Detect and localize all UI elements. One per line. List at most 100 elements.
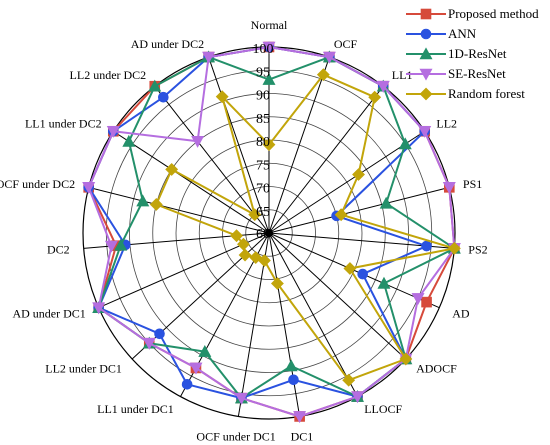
data-point <box>189 362 203 375</box>
legend-swatch <box>406 68 446 81</box>
legend-item: 1D-ResNet <box>404 44 548 64</box>
data-point <box>149 198 163 211</box>
data-point <box>352 168 365 181</box>
data-point <box>421 240 432 252</box>
r-tick-label: 90 <box>256 89 270 104</box>
grid-spoke <box>154 85 270 234</box>
data-point <box>148 79 162 92</box>
data-point <box>447 241 461 255</box>
data-point <box>262 72 276 85</box>
data-point <box>316 68 330 82</box>
grid-spoke <box>268 186 450 234</box>
category-label: AD <box>452 306 470 320</box>
data-point <box>293 411 307 424</box>
category-label: OCF under DC2 <box>0 177 75 191</box>
data-point <box>398 137 412 150</box>
data-point <box>202 51 216 64</box>
radar-labels: 65 70 75 80 85 90 95 100 60 Normal OCF LL1 LL2 PS1 PS2… <box>0 18 488 443</box>
r-tick-label: 80 <box>256 135 270 150</box>
data-point <box>442 182 456 194</box>
grid-spoke <box>268 232 358 397</box>
data-point <box>379 196 393 209</box>
r-tick-label: 95 <box>256 65 270 80</box>
legend-marker <box>419 47 433 60</box>
data-point <box>230 229 243 243</box>
category-label: LL2 under DC2 <box>70 68 147 82</box>
legend-item: Proposed method <box>404 4 548 24</box>
data-point <box>342 373 356 387</box>
data-point <box>357 268 368 280</box>
legend-item: SE-ResNet <box>404 64 548 84</box>
data-point <box>122 134 136 147</box>
r-tick-label: 70 <box>256 182 270 197</box>
category-label: AD under DC2 <box>131 37 204 51</box>
r-tick-label: 65 <box>256 205 270 220</box>
center-dot <box>265 229 273 237</box>
data-point <box>399 352 413 366</box>
data-point <box>181 379 193 390</box>
legend-swatch <box>406 28 446 40</box>
r-tick-label: 75 <box>256 158 270 173</box>
legend-label: Proposed method <box>448 6 539 21</box>
category-label: DC2 <box>47 243 70 257</box>
category-label: PS1 <box>463 177 482 191</box>
data-point <box>142 337 156 350</box>
grid-spoke <box>268 85 384 234</box>
legend-swatch <box>406 8 446 20</box>
grid-spoke <box>208 56 270 234</box>
legend-swatch <box>406 87 446 101</box>
r-tick-label: 60 <box>256 227 270 242</box>
data-point <box>377 276 391 289</box>
data-point <box>376 80 390 93</box>
category-label: LL1 under DC1 <box>97 402 174 416</box>
legend-label: Random forest <box>448 86 525 101</box>
data-point <box>114 238 128 251</box>
data-point <box>104 240 118 253</box>
data-point <box>82 182 96 194</box>
radar-series <box>82 41 461 424</box>
series-line <box>97 56 456 400</box>
data-point <box>165 162 179 176</box>
series-random-forest <box>149 68 461 387</box>
category-label: DC1 <box>291 429 314 443</box>
legend-swatch <box>406 47 446 60</box>
legend-item: Random forest <box>404 84 548 104</box>
data-point <box>234 392 248 405</box>
series-line <box>87 46 456 418</box>
legend-marker <box>420 8 432 20</box>
data-point <box>322 51 336 64</box>
legend-label: ANN <box>448 26 477 41</box>
grid-spoke <box>88 186 270 234</box>
grid-spoke <box>268 232 407 360</box>
data-point <box>136 194 150 207</box>
data-point <box>158 91 169 103</box>
series-line <box>155 73 456 382</box>
grid-spoke <box>268 232 301 417</box>
category-label: OCF <box>334 37 358 51</box>
data-point <box>215 90 229 104</box>
category-label: LL1 under DC2 <box>25 117 102 131</box>
data-point <box>288 374 299 386</box>
grid-spoke <box>268 56 330 234</box>
data-point <box>284 359 298 372</box>
category-label: AD under DC1 <box>12 306 85 320</box>
category-label: PS2 <box>468 243 487 257</box>
data-point <box>198 344 212 357</box>
category-label: ADOCF <box>416 362 457 376</box>
data-point <box>92 302 106 315</box>
legend-marker <box>420 28 432 40</box>
data-point <box>249 251 263 264</box>
category-label: LLOCF <box>364 402 402 416</box>
data-point <box>351 391 365 404</box>
category-label: LL2 <box>436 117 457 131</box>
category-label: Normal <box>251 18 288 32</box>
legend: Proposed method ANN 1D-ResNet SE-ResNet Rand… <box>404 4 548 104</box>
legend-marker <box>419 68 433 81</box>
data-point <box>334 208 348 222</box>
data-point <box>411 293 425 306</box>
category-label: OCF under DC1 <box>196 429 275 443</box>
legend-item: ANN <box>404 24 548 44</box>
legend-label: 1D-ResNet <box>448 46 507 61</box>
legend-marker <box>419 87 433 101</box>
